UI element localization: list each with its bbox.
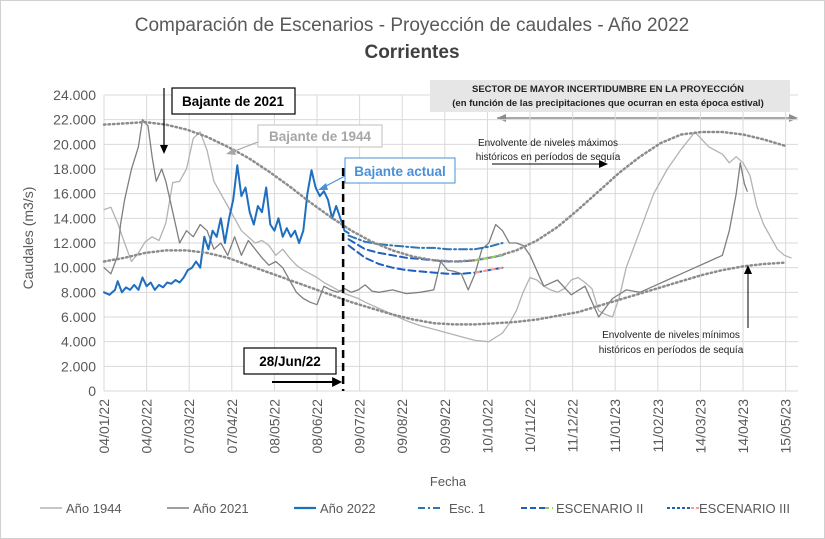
cutoff-arrow-head <box>332 377 343 387</box>
x-tick-label: 08/06/22 <box>309 399 325 454</box>
legend-label-2021: Año 2021 <box>193 501 249 516</box>
y-tick-label: 8.000 <box>61 284 96 300</box>
y-tick-label: 10.000 <box>53 260 96 276</box>
x-axis-label: Fecha <box>430 474 467 489</box>
x-tick-label: 15/05/23 <box>778 399 794 454</box>
legend-label-2022: Año 2022 <box>320 501 376 516</box>
bajante-actual-box <box>344 157 456 184</box>
x-tick-label: 09/09/22 <box>437 399 453 454</box>
x-tick-label: 07/03/22 <box>181 399 197 454</box>
x-tick-label: 09/08/22 <box>394 399 410 454</box>
x-tick-label: 10/10/22 <box>479 399 495 454</box>
bajante-2021-box <box>171 87 296 115</box>
bajante-actual-label: Bajante actual <box>354 164 446 179</box>
y-tick-label: 0 <box>88 383 96 399</box>
scenario-tail <box>474 266 503 274</box>
x-tick-label: 11/12/22 <box>565 399 581 453</box>
bajante-2021-label: Bajante de 2021 <box>182 94 285 109</box>
x-tick-label: 07/04/22 <box>224 399 240 454</box>
env-max-label-2: históricos en períodos de sequía <box>476 152 621 163</box>
y-tick-label: 16.000 <box>53 186 96 202</box>
y-tick-label: 2.000 <box>61 358 96 374</box>
y-tick-label: 24.000 <box>53 87 96 103</box>
x-tick-label: 14/03/23 <box>692 399 708 454</box>
legend-label-esc2: ESCENARIO II <box>556 501 643 516</box>
y-axis-label: Caudales (m3/s) <box>20 187 36 290</box>
x-tick-label: 09/07/22 <box>352 399 368 454</box>
series-a-o-2022 <box>103 164 350 296</box>
legend: Año 1944 Año 2021 Año 2022 Esc. 1 ESCENA… <box>40 501 790 516</box>
fecha-corte-label: 28/Jun/22 <box>259 354 321 369</box>
env-min-label-2: históricos en períodos de sequía <box>599 345 744 356</box>
x-tick-label: 14/04/23 <box>735 399 751 454</box>
y-tick-label: 18.000 <box>53 161 96 177</box>
y-tick-label: 14.000 <box>53 210 96 226</box>
fecha-corte-box <box>243 347 337 375</box>
bajante-1944-box <box>257 124 383 148</box>
legend-label-esc1: Esc. 1 <box>449 501 485 516</box>
y-tick-label: 22.000 <box>53 112 96 128</box>
sector-band-header <box>430 80 790 112</box>
x-tick-label: 11/02/23 <box>650 399 666 453</box>
y-tick-label: 4.000 <box>61 334 96 350</box>
x-tick-label: 04/02/22 <box>139 399 155 454</box>
bajante-2021-arrow-head <box>160 145 168 154</box>
x-tick-label: 04/01/22 <box>96 399 112 454</box>
chart-title: Comparación de Escenarios - Proyección d… <box>135 15 690 36</box>
series-a-o-2021 <box>103 119 748 318</box>
x-tick-label: 11/01/23 <box>607 399 623 453</box>
env-min-label-1: Envolvente de niveles mínimos <box>602 330 740 341</box>
bajante-1944-arrow-head <box>226 148 236 155</box>
x-tick-label: 08/05/22 <box>266 399 282 454</box>
env-min-arrow-head <box>744 265 752 274</box>
sector-subtitle: (en función de las precipitaciones que o… <box>452 98 763 109</box>
bajante-actual-arrow-head <box>318 183 328 190</box>
scenario-tail <box>474 254 503 262</box>
legend-label-1944: Año 1944 <box>66 501 122 516</box>
legend-label-esc3: ESCENARIO III <box>699 501 790 516</box>
env-max-arrow-head <box>599 160 608 168</box>
y-tick-label: 12.000 <box>53 235 96 251</box>
bajante-actual-arrow <box>323 175 346 188</box>
x-tick-label: 10/11/22 <box>522 399 538 453</box>
y-tick-label: 6.000 <box>61 309 96 325</box>
series-envolvente-m-nimos <box>102 249 786 326</box>
env-max-label-1: Envolvente de niveles máximos <box>478 138 618 149</box>
bajante-1944-arrow <box>231 141 259 153</box>
series-envolvente-m-ximos <box>102 120 786 263</box>
chart-subtitle: Corrientes <box>364 42 459 63</box>
y-tick-label: 20.000 <box>53 136 96 152</box>
bajante-1944-label: Bajante de 1944 <box>269 129 372 144</box>
sector-title: SECTOR DE MAYOR INCERTIDUMBRE EN LA PROY… <box>472 83 744 95</box>
